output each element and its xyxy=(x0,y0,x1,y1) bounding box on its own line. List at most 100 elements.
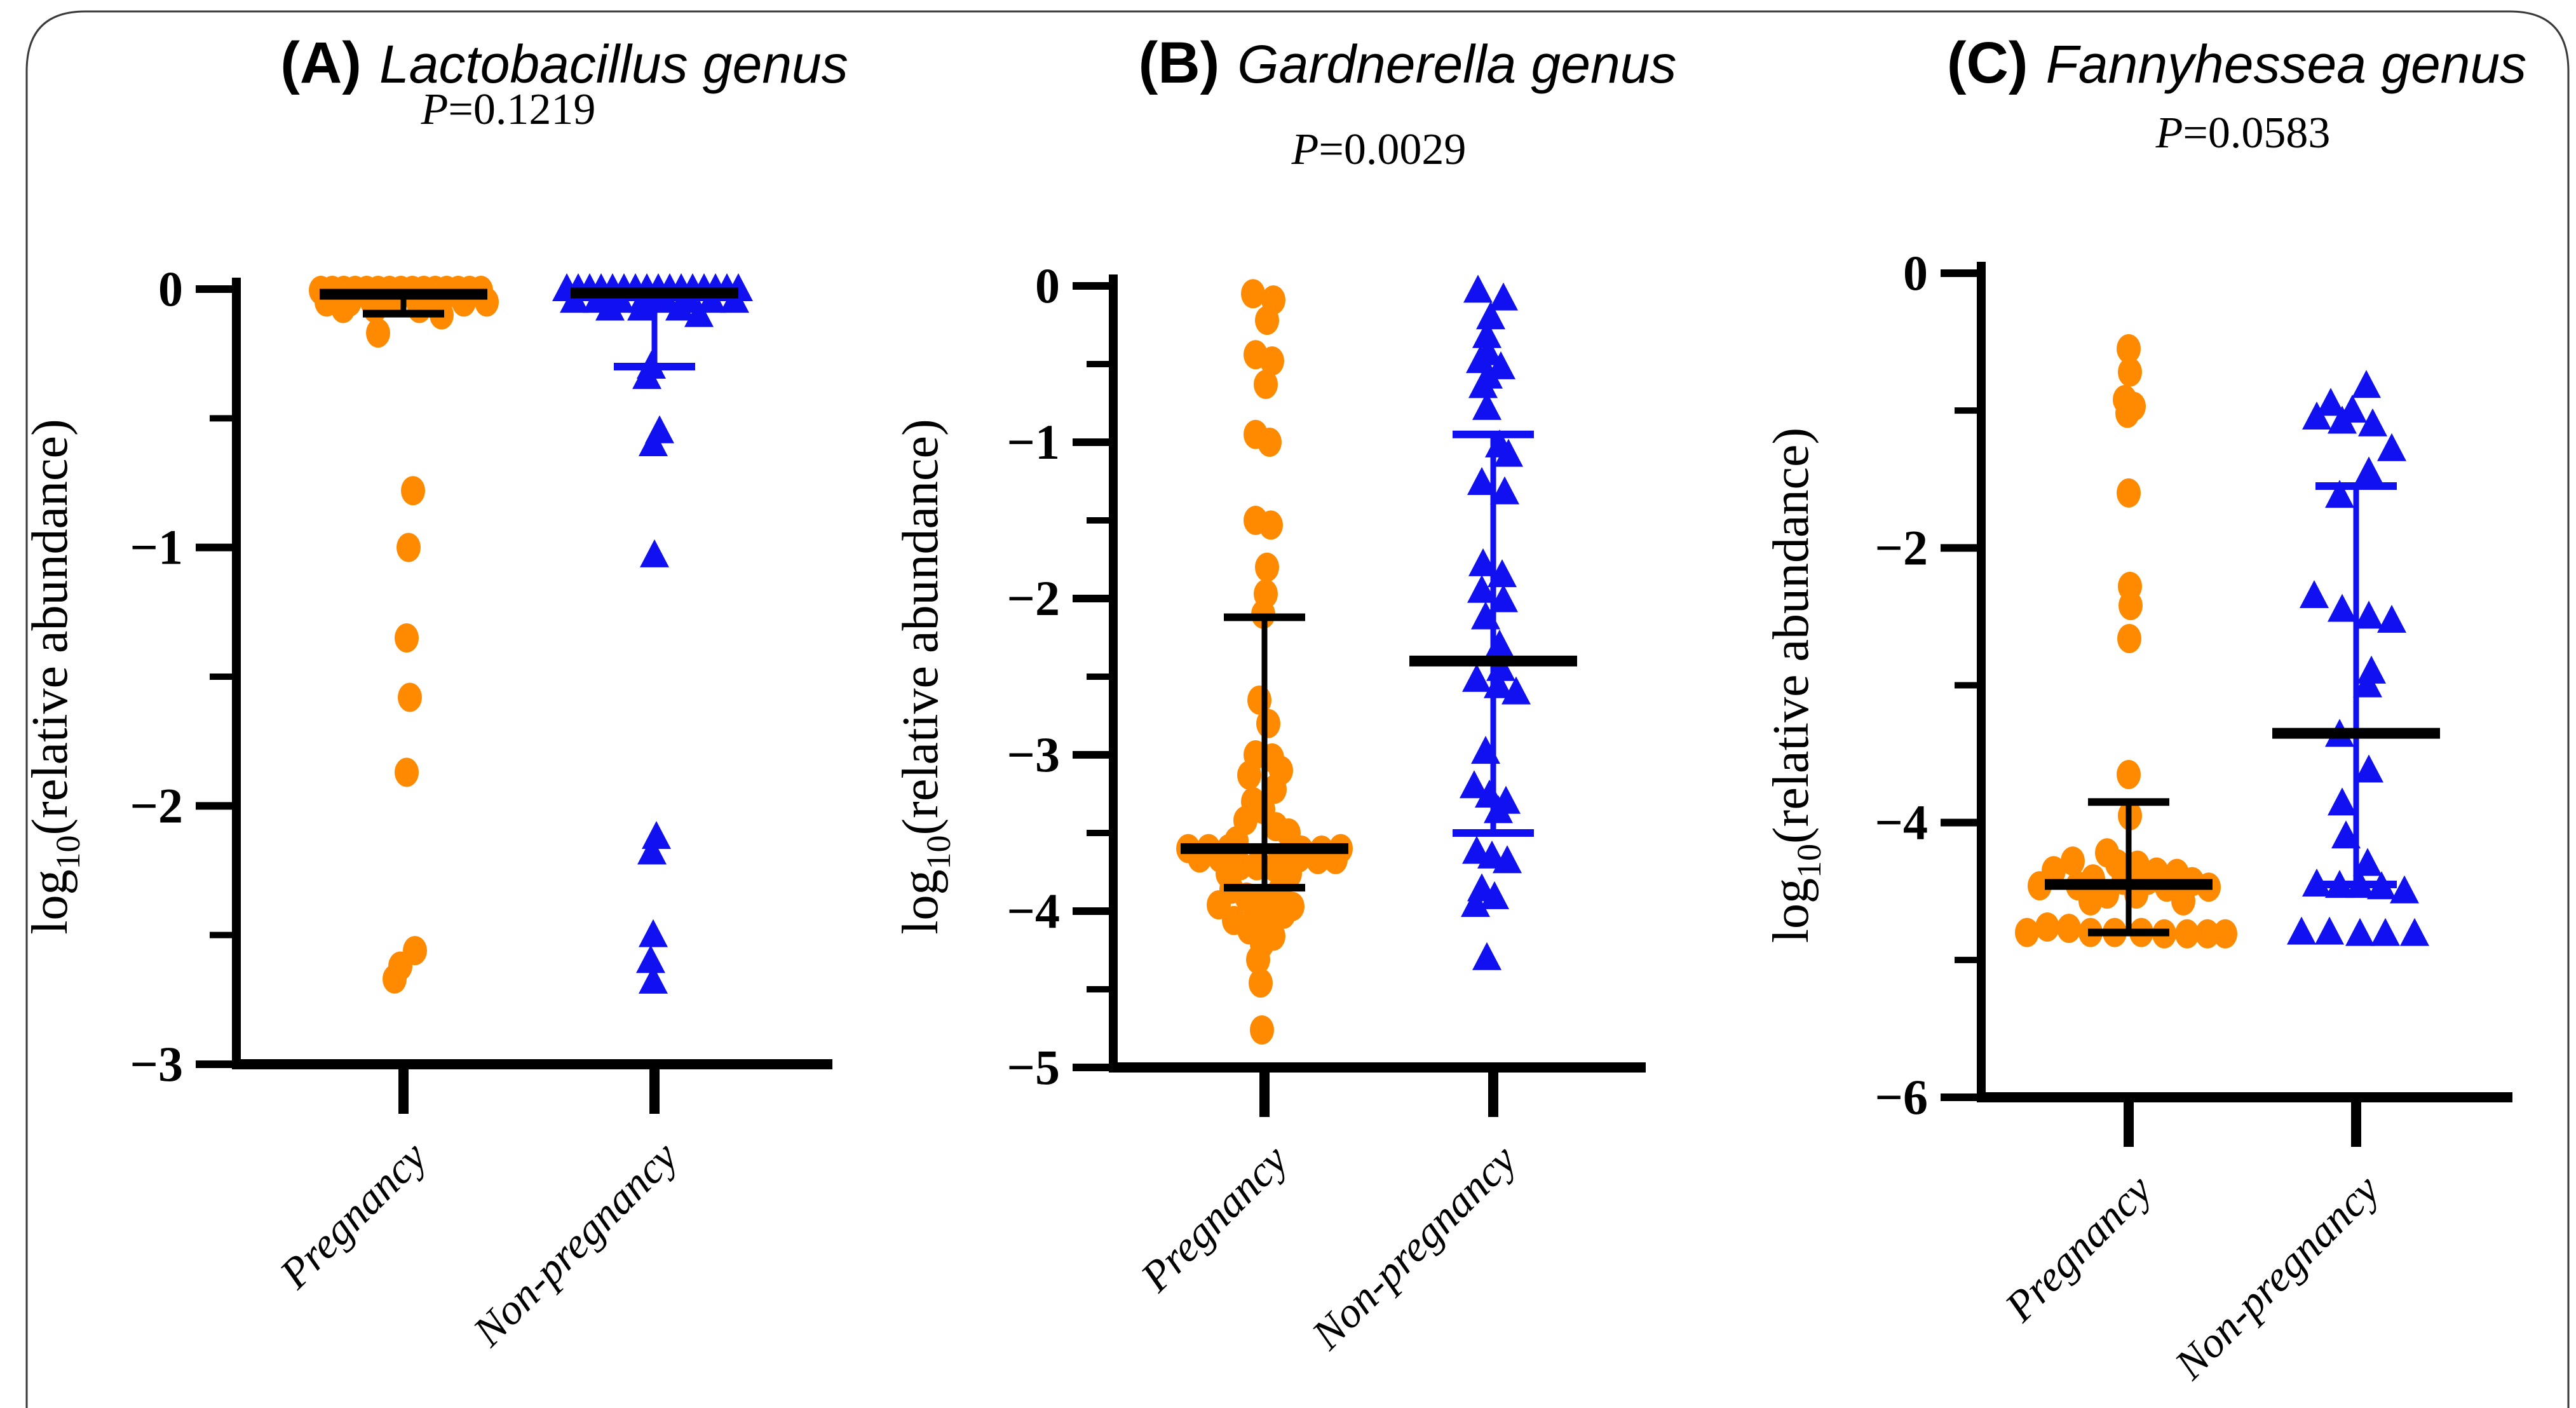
data-point-triangle xyxy=(1463,274,1493,303)
data-point-triangle xyxy=(665,292,695,321)
data-point-circle xyxy=(1255,306,1279,335)
y-tick-label: −5 xyxy=(1007,1039,1060,1095)
data-point-circle xyxy=(2175,919,2199,949)
data-point-triangle xyxy=(2325,480,2354,508)
x-category-label: Pregnancy xyxy=(270,1132,437,1298)
data-point-circle xyxy=(1241,279,1265,309)
y-axis-title-rest: (relative abundance) xyxy=(893,419,949,835)
data-point-triangle xyxy=(642,821,671,850)
data-point-triangle xyxy=(2377,433,2406,461)
panel-c: (C) Fannyhessea genus P=0.0583 0 −2 −4 −6 Pregn… xyxy=(1763,30,2526,1389)
data-point-triangle xyxy=(1480,881,1509,909)
y-tick-label: −3 xyxy=(1007,727,1060,782)
data-point-circle xyxy=(1257,428,1282,457)
data-point-circle xyxy=(2117,478,2141,508)
data-point-triangle xyxy=(1462,663,1491,692)
series-non-pregnancy xyxy=(2272,370,2440,946)
data-point-triangle xyxy=(2302,401,2331,430)
series-non-pregnancy xyxy=(552,273,753,994)
panel-label: (C) xyxy=(1947,30,2028,95)
x-category-label: Non-pregnancy xyxy=(463,1132,687,1355)
x-category-label: Non-pregnancy xyxy=(2165,1165,2389,1388)
data-point-triangle xyxy=(560,285,589,313)
x-category-label: Non-pregnancy xyxy=(1302,1135,1526,1358)
data-point-triangle xyxy=(2345,917,2375,946)
y-tick-label: −4 xyxy=(1007,883,1060,938)
panel-title: (C) Fannyhessea genus xyxy=(1947,30,2526,95)
data-point-circle xyxy=(383,964,407,994)
data-point-triangle xyxy=(2354,456,2383,485)
data-point-circle xyxy=(2035,912,2059,942)
x-category-label: Pregnancy xyxy=(1131,1135,1298,1301)
data-point-triangle xyxy=(697,285,726,313)
data-point-circle xyxy=(2195,919,2220,949)
data-point-triangle xyxy=(720,285,749,313)
data-point-triangle xyxy=(2287,916,2316,945)
y-axis-title: log10(relative abundance) xyxy=(1763,428,1828,943)
data-point-circle xyxy=(2171,886,2195,916)
panel-title-genus: Fannyhessea genus xyxy=(2046,34,2527,94)
data-point-triangle xyxy=(639,965,668,994)
data-point-triangle xyxy=(2328,593,2357,622)
y-axis-title-log: log xyxy=(22,869,78,934)
data-point-triangle xyxy=(684,299,714,327)
p-number: =0.0029 xyxy=(1319,125,1466,174)
y-axis-title: log10(relative abundance) xyxy=(893,419,958,934)
panel-title-genus: Gardnerella genus xyxy=(1237,34,1676,94)
p-number: =0.0583 xyxy=(2183,109,2330,158)
data-point-circle xyxy=(2118,357,2142,387)
data-point-circle xyxy=(2213,919,2237,949)
data-point-circle xyxy=(366,318,390,348)
data-point-triangle xyxy=(1461,889,1490,917)
data-point-triangle xyxy=(639,428,668,456)
data-point-triangle xyxy=(639,919,668,947)
data-point-circle xyxy=(2061,846,2085,876)
data-point-circle xyxy=(1259,510,1283,540)
panel-b: (B) Gardnerella genus P=0.0029 0 −1 −2 −3 −4 −5 P… xyxy=(893,30,1676,1359)
data-point-triangle xyxy=(2354,600,2383,629)
panel-title-genus: Lactobacillus genus xyxy=(379,34,848,94)
data-point-triangle xyxy=(2354,754,2383,783)
y-axis-title-log: log xyxy=(1763,878,1819,943)
y-tick-label: −1 xyxy=(130,520,183,575)
data-point-circle xyxy=(2118,591,2143,621)
panel-title: (B) Gardnerella genus xyxy=(1139,30,1677,95)
data-point-circle xyxy=(2015,917,2039,947)
data-point-circle xyxy=(398,682,422,712)
data-point-circle xyxy=(2028,871,2052,901)
data-point-triangle xyxy=(2358,408,2387,437)
data-point-triangle xyxy=(1493,845,1522,874)
data-point-circle xyxy=(397,532,421,562)
data-point-triangle xyxy=(2371,917,2400,946)
data-point-triangle xyxy=(2328,787,2357,816)
panel-label: (A) xyxy=(280,30,362,95)
data-point-triangle xyxy=(640,539,669,567)
data-point-circle xyxy=(2117,760,2141,790)
series-pregnancy xyxy=(2015,334,2237,949)
data-point-triangle xyxy=(2377,604,2406,633)
y-axis-title-rest: (relative abundance) xyxy=(1763,428,1819,844)
data-point-circle xyxy=(395,623,419,653)
data-point-triangle xyxy=(1489,282,1518,311)
data-point-triangle xyxy=(1467,466,1496,495)
data-point-circle xyxy=(2115,398,2139,428)
series-non-pregnancy xyxy=(1409,274,1577,970)
data-point-triangle xyxy=(595,292,625,321)
y-tick-label: 0 xyxy=(1035,258,1060,313)
data-point-triangle xyxy=(627,292,656,321)
p-value-label: P=0.0029 xyxy=(1291,125,1467,174)
y-tick-label: −2 xyxy=(1007,571,1060,626)
p-symbol: P xyxy=(421,85,449,134)
y-tick-label: 0 xyxy=(158,261,183,316)
p-value-label: P=0.0583 xyxy=(2155,109,2331,158)
data-point-triangle xyxy=(2316,388,2345,416)
y-tick-label: −2 xyxy=(1875,520,1928,575)
series-pregnancy xyxy=(309,276,499,994)
y-tick-label: −4 xyxy=(1875,795,1928,850)
data-point-circle xyxy=(2117,334,2141,363)
data-point-triangle xyxy=(2328,405,2357,434)
y-tick-label: −6 xyxy=(1875,1069,1928,1125)
data-point-circle xyxy=(1260,346,1284,376)
